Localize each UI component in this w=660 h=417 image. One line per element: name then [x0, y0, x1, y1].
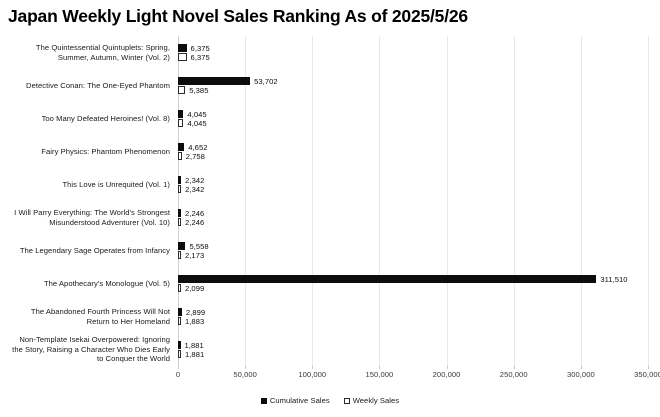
bar-value-cumulative: 311,510	[600, 274, 628, 284]
x-tick-label: 100,000	[298, 370, 327, 379]
bar-value-cumulative: 6,375	[190, 43, 210, 53]
x-tick-mark	[513, 366, 515, 369]
bar-value-cumulative: 2,342	[185, 175, 205, 185]
gridline	[245, 36, 247, 366]
category-label-row: Too Many Defeated Heroines! (Vol. 8)	[0, 102, 174, 135]
x-tick-label: 150,000	[365, 370, 394, 379]
bar-value-weekly: 6,375	[190, 52, 210, 62]
category-label: The Apothecary's Monologue (Vol. 5)	[43, 278, 170, 288]
bar-weekly-sales	[178, 119, 184, 127]
bar-value-cumulative: 2,246	[185, 208, 205, 218]
x-tick-mark	[312, 366, 314, 369]
x-tick-mark	[446, 366, 448, 369]
x-tick-label: 50,000	[233, 370, 257, 379]
plot-area: 6,375 6,375 53,702 5,385 4,045 4,045 4,652 2,75…	[178, 36, 649, 366]
hollow-square-icon	[343, 397, 350, 404]
bar-value-weekly: 1,881	[185, 349, 205, 359]
bar-value-weekly: 2,099	[185, 283, 205, 293]
bar-value-weekly: 2,173	[185, 250, 205, 260]
bar-value-cumulative: 2,899	[185, 307, 206, 317]
category-label-row: The Legendary Sage Operates from Infancy	[0, 234, 174, 267]
bar-weekly-sales	[178, 251, 181, 259]
bar-value-weekly: 2,758	[185, 151, 205, 161]
bar-value-weekly: 1,883	[185, 316, 205, 326]
bar-value-weekly: 5,385	[189, 85, 209, 95]
gridline	[312, 36, 314, 366]
bar-cumulative-sales	[178, 176, 182, 184]
x-tick-mark	[379, 366, 381, 369]
gridline	[178, 36, 179, 366]
bar-value-cumulative: 5,558	[189, 241, 209, 251]
category-label-row: Fairy Physics: Phantom Phenomenon	[0, 135, 174, 168]
category-label-row: The Apothecary's Monologue (Vol. 5)	[0, 267, 174, 300]
chart-legend: Cumulative Sales Weekly Sales	[0, 396, 660, 405]
bar-weekly-sales	[178, 218, 182, 226]
x-tick-mark	[178, 366, 179, 369]
category-label: I Will Parry Everything: The World's Str…	[14, 207, 170, 227]
bar-value-weekly: 2,246	[185, 217, 205, 227]
x-tick-mark	[245, 366, 247, 369]
x-tick-label: 0	[175, 370, 181, 379]
x-tick-label: 250,000	[499, 370, 528, 379]
bar-weekly-sales	[178, 317, 181, 325]
x-tick-mark	[648, 366, 649, 369]
gridline	[379, 36, 381, 366]
filled-square-icon	[260, 397, 267, 404]
category-label: The Legendary Sage Operates from Infancy	[19, 245, 170, 255]
x-tick-label: 300,000	[566, 370, 595, 379]
x-tick-label: 350,000	[634, 370, 660, 379]
category-label-row: I Will Parry Everything: The World's Str…	[0, 201, 174, 234]
bar-weekly-sales	[178, 53, 187, 61]
bar-weekly-sales	[178, 284, 181, 292]
legend-item[interactable]: Weekly Sales	[343, 396, 400, 405]
category-label-row: The Abandoned Fourth Princess Will Not Re…	[0, 300, 174, 333]
gridline	[580, 36, 582, 366]
category-label-row: This Love is Unrequited (Vol. 1)	[0, 168, 174, 201]
bar-cumulative-sales	[178, 341, 181, 349]
bar-weekly-sales	[178, 152, 182, 160]
bar-cumulative-sales	[178, 275, 597, 283]
bar-value-cumulative: 1,881	[184, 340, 204, 350]
bar-value-cumulative: 53,702	[254, 76, 278, 86]
bar-cumulative-sales	[178, 242, 186, 250]
category-label-row: Non-Template Isekai Overpowered: Ignorin…	[0, 333, 174, 366]
category-label: Non-Template Isekai Overpowered: Ignorin…	[12, 335, 170, 364]
legend-item[interactable]: Cumulative Sales	[260, 396, 330, 405]
category-label: Fairy Physics: Phantom Phenomenon	[41, 146, 170, 156]
bar-cumulative-sales	[178, 110, 184, 118]
legend-label: Cumulative Sales	[269, 396, 330, 405]
bar-value-weekly: 2,342	[185, 184, 205, 194]
x-tick-mark	[580, 366, 582, 369]
bar-weekly-sales	[178, 86, 186, 94]
bar-weekly-sales	[178, 350, 181, 358]
bar-weekly-sales	[178, 185, 182, 193]
category-label: The Abandoned Fourth Princess Will Not Re…	[30, 306, 170, 326]
bar-value-cumulative: 4,045	[187, 109, 207, 119]
bar-cumulative-sales	[178, 308, 182, 316]
bar-cumulative-sales	[178, 143, 185, 151]
category-label-row: The Quintessential Quintuplets: Spring, S…	[0, 36, 174, 69]
bar-value-weekly: 4,045	[187, 118, 207, 128]
chart-title: Japan Weekly Light Novel Sales Ranking A…	[8, 6, 468, 26]
bar-cumulative-sales	[178, 209, 182, 217]
category-label-row: Detective Conan: The One-Eyed Phantom	[0, 69, 174, 102]
category-axis-labels: The Quintessential Quintuplets: Spring, S…	[0, 36, 174, 366]
gridline	[446, 36, 448, 366]
category-label: Too Many Defeated Heroines! (Vol. 8)	[41, 113, 170, 123]
bar-value-cumulative: 4,652	[188, 142, 208, 152]
x-axis: 0 50,000 100,000 150,000 200,000 250,000 300,0…	[175, 366, 660, 384]
bar-cumulative-sales	[178, 77, 251, 85]
category-label: The Quintessential Quintuplets: Spring, S…	[35, 42, 170, 62]
gridline	[513, 36, 515, 366]
gridline	[648, 36, 649, 366]
legend-label: Weekly Sales	[352, 396, 400, 405]
bar-cumulative-sales	[178, 44, 187, 52]
x-tick-label: 200,000	[432, 370, 461, 379]
category-label: Detective Conan: The One-Eyed Phantom	[26, 80, 170, 90]
category-label: This Love is Unrequited (Vol. 1)	[62, 179, 170, 189]
